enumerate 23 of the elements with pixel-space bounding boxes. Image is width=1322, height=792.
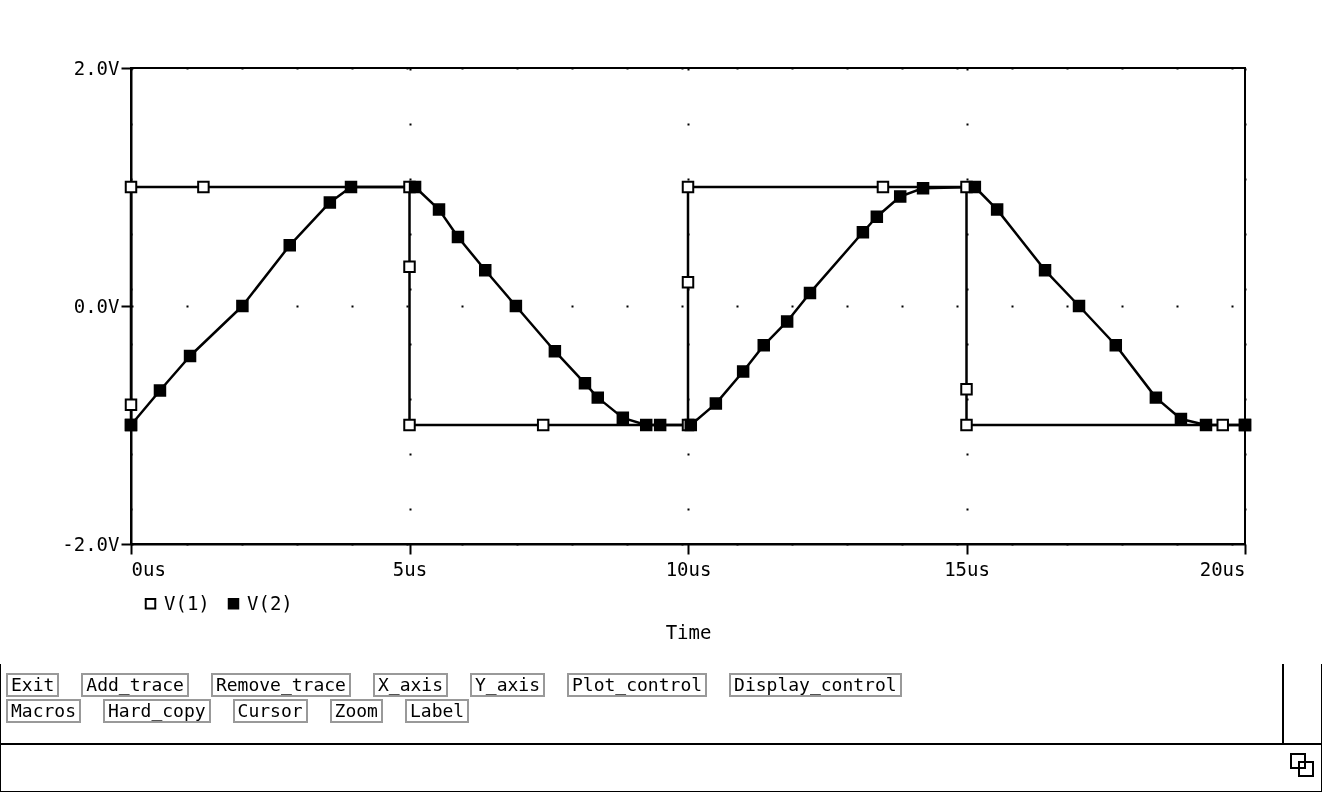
x-tick-label: 5us [392,557,428,580]
text: Macros [6,699,82,723]
x-tick-label: 15us [944,557,990,580]
text: Cursor [232,699,308,723]
y-tick-label: 0.0V [73,294,120,317]
legend-label: V(1) [164,591,210,614]
y-tick-label: 2.0V [73,56,120,79]
y-tick-label: -2.0V [62,532,120,555]
x-tick-label: 0us [131,557,166,580]
text: Y_axis [469,673,546,697]
x-tick-label: 10us [665,557,712,580]
text: Remove_trace [210,673,351,697]
text: Label [404,699,470,723]
text: Display_control [729,673,902,697]
text: X_axis [372,673,448,697]
text: Exit [6,673,60,697]
text: Hard_copy [103,699,211,723]
text: Plot_control [567,673,708,697]
text: Zoom [329,699,383,723]
x-axis-title: Time [665,620,712,643]
text: Add_trace [81,673,189,697]
legend-label: V(2) [247,591,293,614]
x-tick-label: 20us [1199,557,1246,580]
